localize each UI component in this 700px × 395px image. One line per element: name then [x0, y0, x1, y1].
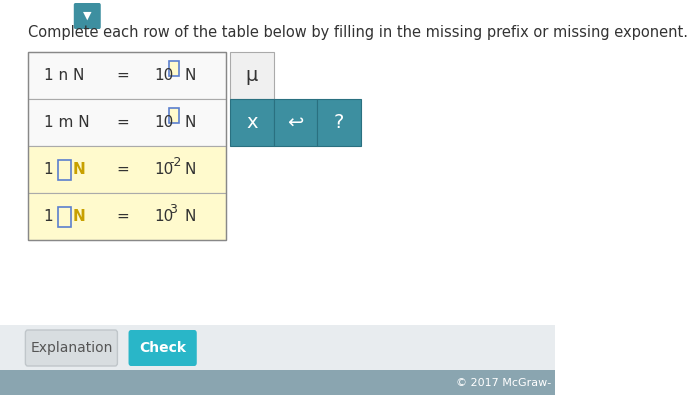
Bar	[274, 99, 317, 146]
FancyBboxPatch shape	[74, 3, 101, 29]
Text: 1 m N: 1 m N	[43, 115, 90, 130]
Text: x: x	[246, 113, 258, 132]
Text: 10: 10	[155, 209, 174, 224]
Text: Check: Check	[139, 341, 186, 355]
Text: N: N	[185, 115, 196, 130]
Text: =: =	[117, 209, 130, 224]
Bar	[0, 370, 555, 395]
Text: Explanation: Explanation	[30, 341, 113, 355]
Text: N: N	[185, 68, 196, 83]
FancyBboxPatch shape	[25, 330, 118, 366]
Bar	[169, 60, 179, 75]
Bar	[58, 207, 71, 226]
Bar	[28, 193, 226, 240]
Bar	[0, 325, 555, 370]
FancyBboxPatch shape	[129, 330, 197, 366]
Bar	[28, 52, 226, 99]
Text: ?: ?	[334, 113, 344, 132]
Bar	[28, 146, 226, 193]
Text: 10: 10	[155, 162, 174, 177]
Text: =: =	[117, 115, 130, 130]
Text: Complete each row of the table below by filling in the missing prefix or missing: Complete each row of the table below by …	[28, 24, 688, 40]
Text: ▼: ▼	[83, 11, 92, 21]
Text: =: =	[117, 162, 130, 177]
Text: 10: 10	[155, 68, 174, 83]
Text: N: N	[185, 162, 196, 177]
Bar	[317, 99, 361, 146]
Text: 1 n N: 1 n N	[43, 68, 84, 83]
Text: μ: μ	[246, 66, 258, 85]
Bar	[230, 99, 274, 146]
Text: N: N	[73, 162, 85, 177]
Bar	[28, 52, 226, 240]
Text: 1: 1	[43, 209, 53, 224]
Bar	[230, 52, 274, 99]
Text: N: N	[185, 209, 196, 224]
Text: 3: 3	[169, 203, 177, 216]
Text: N: N	[73, 209, 85, 224]
Text: 1: 1	[43, 162, 53, 177]
Bar	[58, 160, 71, 179]
Text: ↩: ↩	[288, 113, 304, 132]
Bar	[169, 107, 179, 122]
Text: © 2017 McGraw-: © 2017 McGraw-	[456, 378, 552, 387]
Text: -2: -2	[169, 156, 181, 169]
Bar	[28, 99, 226, 146]
Text: =: =	[117, 68, 130, 83]
Text: 10: 10	[155, 115, 174, 130]
